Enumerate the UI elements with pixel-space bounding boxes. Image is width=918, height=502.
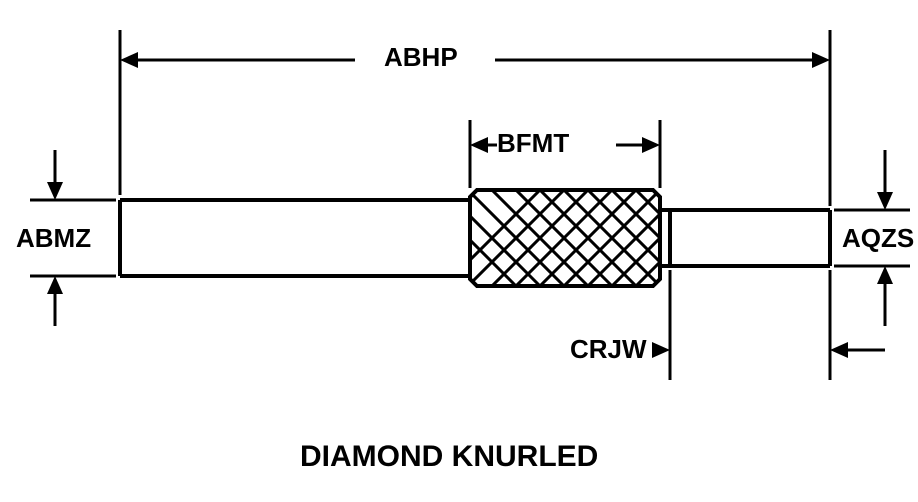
aqzs-arrow-bottom [877, 266, 893, 284]
abmz-arrow-top [47, 182, 63, 200]
diagram-container: ABHP BFMT ABMZ AQZS CRJW DIAMOND KNURLED [0, 0, 918, 502]
crjw-arrow-left [652, 342, 670, 358]
abmz-arrow-bottom [47, 276, 63, 294]
diagram-title: DIAMOND KNURLED [300, 440, 598, 474]
aqzs-arrow-top [877, 192, 893, 210]
crjw-label: CRJW [570, 334, 647, 365]
engineering-drawing-svg [0, 0, 918, 502]
abhp-arrow-left [120, 52, 138, 68]
aqzs-label: AQZS [842, 223, 914, 254]
abhp-arrow-right [812, 52, 830, 68]
bfmt-label: BFMT [497, 128, 569, 159]
abhp-label: ABHP [384, 42, 458, 73]
abmz-label: ABMZ [16, 223, 91, 254]
